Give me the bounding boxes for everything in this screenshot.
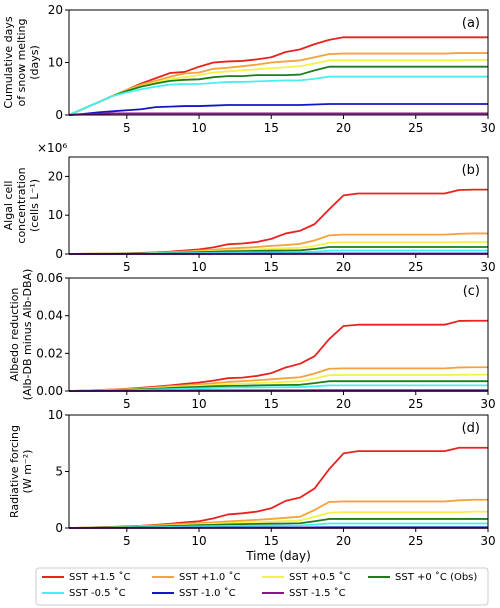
x-tick-label: 30 (480, 260, 495, 274)
x-tick-label: 30 (480, 397, 495, 411)
series-line (68, 75, 488, 116)
x-tick-label: 15 (264, 260, 279, 274)
y-tick-label: 20 (48, 169, 63, 183)
panel-label: (c) (463, 284, 480, 299)
x-tick-label: 25 (408, 260, 423, 274)
x-tick-label: 15 (264, 121, 279, 135)
y-tick-label: 0.04 (36, 309, 63, 323)
series-line (68, 112, 488, 116)
x-tick-label: 20 (336, 260, 351, 274)
x-tick-label: 10 (191, 121, 206, 135)
x-tick-label: 15 (264, 397, 279, 411)
series-line (68, 103, 488, 116)
x-tick-label: 20 (336, 121, 351, 135)
y-axis-title: of snow melting (15, 19, 28, 107)
x-tick-label: 10 (191, 260, 206, 274)
x-tick-label: 10 (191, 534, 206, 548)
legend-label: SST +1.5 ˚C (69, 571, 130, 583)
y-axis-title: (days) (28, 45, 41, 80)
x-tick-label: 5 (123, 534, 131, 548)
legend-label: SST -0.5 ˚C (69, 587, 126, 599)
y-tick-label: 10 (48, 208, 63, 222)
y-axis-title: (cells L⁻¹) (28, 179, 41, 232)
y-axis-title: Albedo reduction (8, 288, 21, 382)
legend-label: SST +0.5 ˚C (289, 571, 350, 583)
axes-frame (68, 156, 489, 255)
x-tick-label: 30 (480, 121, 495, 135)
y-tick-label: 0.06 (36, 271, 63, 285)
y-multiplier-label: ×10⁶ (37, 141, 67, 155)
series-line (68, 446, 488, 529)
x-tick-label: 25 (408, 534, 423, 548)
y-tick-label: 20 (48, 3, 63, 17)
panel-label: (b) (462, 163, 480, 178)
y-tick-label: 5 (55, 465, 63, 479)
panel-b: 5 10 15 20 25 30 0 10 20 ×10⁶ (b) Algal cell concent… (2, 141, 496, 274)
legend-label: SST +1.0 ˚C (179, 571, 240, 583)
x-axis-title: Time (day) (245, 549, 311, 563)
legend-label: SST +0 ˚C (Obs) (395, 571, 477, 583)
y-axis-title: (W m⁻²) (21, 450, 34, 494)
panel-d: 5 10 15 20 25 30 0 5 10 (d) Radiative forcing (W m⁻… (8, 408, 496, 548)
y-tick-label: 0 (55, 108, 63, 122)
x-tick-label: 15 (264, 534, 279, 548)
x-tick-label: 5 (123, 260, 131, 274)
x-tick-label: 20 (336, 397, 351, 411)
series-line (68, 65, 488, 116)
y-tick-label: 0 (55, 247, 63, 261)
panel-label: (d) (462, 421, 480, 436)
legend-label: SST -1.5 ˚C (289, 587, 346, 599)
panel-label: (a) (462, 16, 480, 31)
x-tick-label: 10 (191, 397, 206, 411)
y-axis-title: Cumulative days (2, 16, 15, 109)
x-tick-label: 30 (480, 534, 495, 548)
axes-frame (68, 277, 489, 392)
y-axis-title: (Alb-DB minus Alb-DBA) (21, 269, 34, 401)
legend-label: SST -1.0 ˚C (179, 587, 236, 599)
x-tick-label: 5 (123, 397, 131, 411)
y-tick-label: 0.00 (36, 384, 63, 398)
series-line (68, 52, 488, 116)
x-tick-label: 25 (408, 397, 423, 411)
x-tick-label: 25 (408, 121, 423, 135)
series-line (68, 188, 488, 255)
y-axis-title: Radiative forcing (8, 425, 21, 518)
panel-a: 5 10 15 20 25 30 0 10 20 (a) Cumulative days of sno… (2, 3, 496, 135)
x-tick-label: 20 (336, 534, 351, 548)
x-tick-label: 5 (123, 121, 131, 135)
y-tick-label: 10 (48, 408, 63, 422)
y-axis-title: Algal cell (2, 181, 15, 231)
legend: SST +1.5 ˚C SST +1.0 ˚C SST +0.5 ˚C SST +0 … (35, 567, 489, 606)
y-tick-label: 0 (55, 521, 63, 535)
y-tick-label: 10 (48, 56, 63, 70)
y-tick-label: 0.02 (36, 346, 63, 360)
series-line (68, 373, 488, 392)
panel-c: 5 10 15 20 25 30 0.00 0.02 0.04 0.06 (c) Albedo red… (8, 269, 496, 411)
y-axis-title: concentration (15, 167, 28, 243)
axes-frame (68, 414, 489, 529)
